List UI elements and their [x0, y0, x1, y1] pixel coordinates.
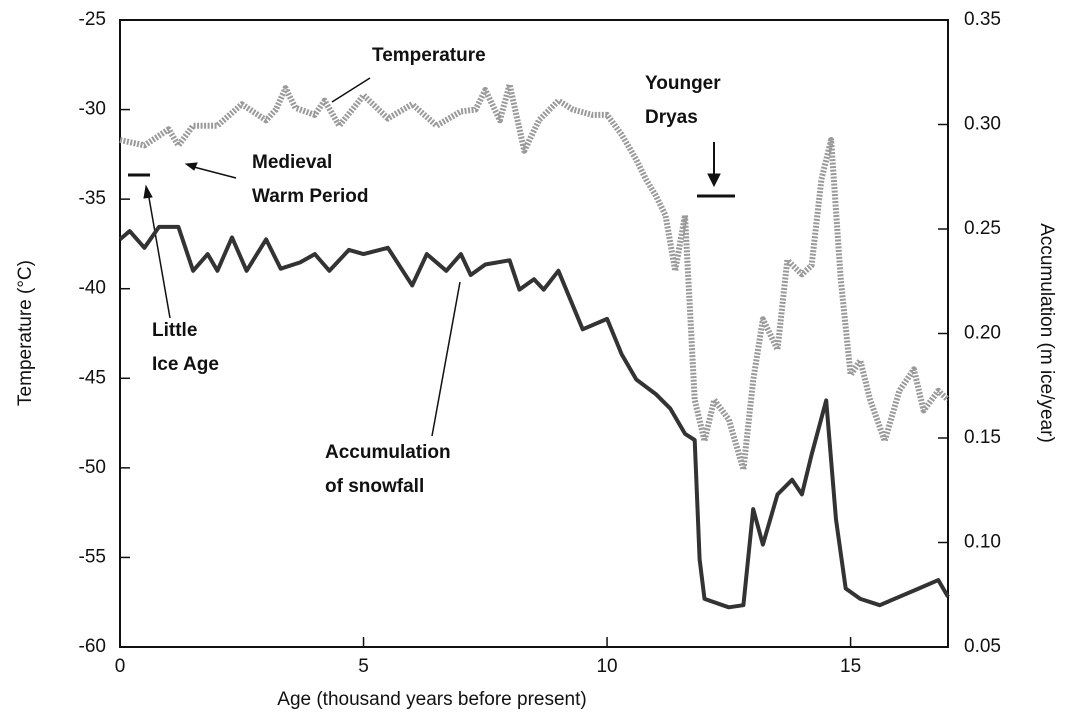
annotation: Warm Period — [252, 186, 369, 207]
annotation: Accumulation — [325, 442, 451, 463]
y-tick-label: -60 — [79, 636, 106, 657]
y2-tick-label: 0.05 — [964, 636, 1001, 657]
x-tick-label: 10 — [596, 656, 617, 677]
y-tick-label: -25 — [79, 9, 106, 30]
x-tick-label: 15 — [840, 656, 861, 677]
y-tick-label: -50 — [79, 457, 106, 478]
arrow — [431, 281, 461, 437]
annotation: Little — [152, 320, 197, 341]
annotation: Younger — [645, 73, 721, 94]
annotation: Medieval — [252, 152, 332, 173]
y-tick-label: -55 — [79, 546, 106, 567]
y-tick-label: -45 — [79, 367, 106, 388]
annotation: Temperature — [372, 45, 486, 66]
y2-tick-label: 0.15 — [964, 427, 1001, 448]
y2-tick-label: 0.10 — [964, 532, 1001, 553]
arrow — [189, 165, 237, 179]
x-tick-label: 5 — [358, 656, 369, 677]
y-axis-label: Temperature (°C) — [15, 260, 36, 406]
x-tick-label: 0 — [115, 656, 126, 677]
y-tick-label: -40 — [79, 278, 106, 299]
y2-tick-label: 0.30 — [964, 114, 1001, 135]
plot-frame — [119, 19, 949, 648]
y-tick-label: -30 — [79, 99, 106, 120]
annotation: Dryas — [645, 107, 698, 128]
y2-tick-label: 0.20 — [964, 323, 1001, 344]
annotation-arrows — [128, 77, 735, 437]
y2-axis-label: Accumulation (m ice/year) — [1036, 223, 1057, 443]
annotation: Ice Age — [152, 354, 219, 375]
arrow — [147, 191, 171, 319]
arrowhead — [143, 184, 153, 199]
y-tick-label: -35 — [79, 188, 106, 209]
arrowhead — [184, 162, 198, 171]
temperature-line — [119, 81, 951, 473]
arrowhead — [707, 173, 721, 188]
arrow — [331, 77, 371, 103]
annotation: of snowfall — [325, 476, 424, 497]
y2-tick-label: 0.25 — [964, 218, 1001, 239]
x-axis-label: Age (thousand years before present) — [277, 689, 586, 710]
y2-tick-label: 0.35 — [964, 9, 1001, 30]
accumulation-line — [118, 224, 950, 610]
